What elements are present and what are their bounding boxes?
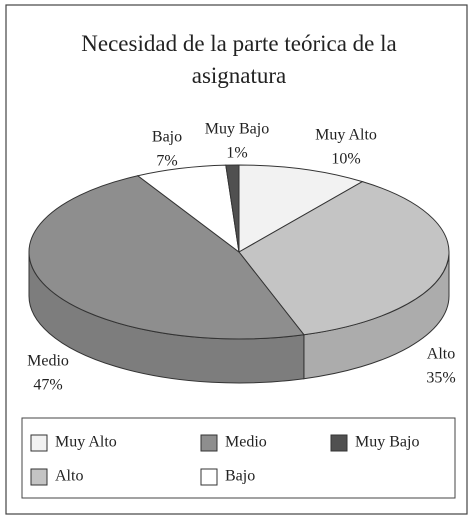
legend-label: Muy Bajo <box>355 434 419 451</box>
value-label: 35% <box>426 370 455 387</box>
legend-label: Medio <box>225 434 267 451</box>
category-label: Muy Alto <box>315 127 377 144</box>
pie-slice <box>238 181 450 336</box>
value-label: 7% <box>156 153 177 170</box>
legend-swatch <box>330 434 348 452</box>
legend-swatch <box>30 468 48 486</box>
legend-label: Muy Alto <box>55 434 117 451</box>
value-label: 10% <box>331 151 360 168</box>
legend-swatch <box>30 434 48 452</box>
category-label: Muy Bajo <box>205 121 269 138</box>
legend-swatch <box>200 434 218 452</box>
category-label: Bajo <box>152 129 182 146</box>
value-label: 47% <box>33 377 62 394</box>
chart-title: Necesidad de la parte teórica de la asig… <box>81 31 397 88</box>
chart-frame <box>5 4 468 515</box>
category-label: Medio <box>27 353 69 370</box>
legend-swatch <box>200 468 218 486</box>
pie-slice <box>238 164 364 253</box>
pie-slice <box>225 164 240 253</box>
legend-label: Alto <box>55 468 83 485</box>
legend-label: Bajo <box>225 468 255 485</box>
pie-slice <box>28 175 305 340</box>
value-label: 1% <box>226 145 247 162</box>
category-label: Alto <box>427 346 455 363</box>
legend-box <box>21 417 456 499</box>
